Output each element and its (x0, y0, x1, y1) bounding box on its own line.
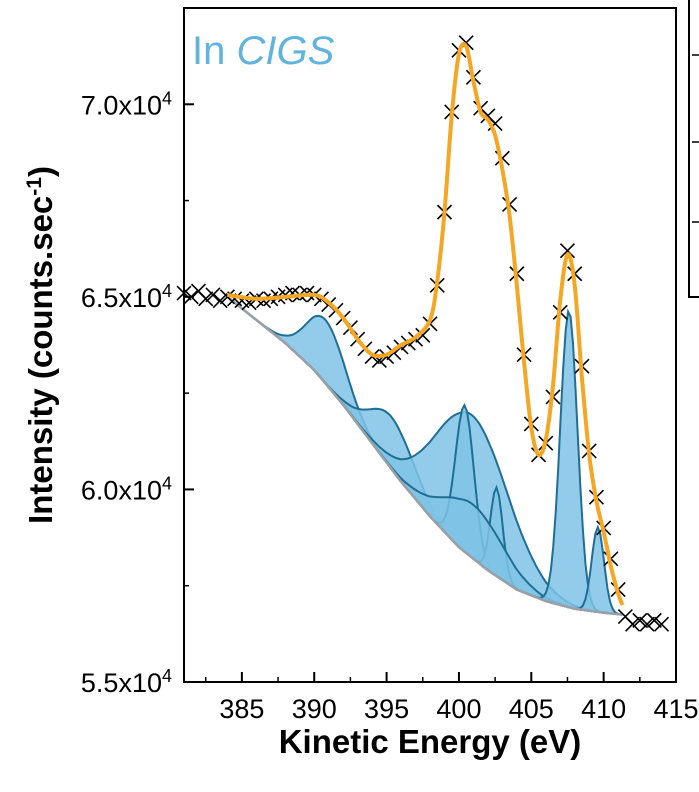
data-point (559, 243, 576, 259)
plot-frame (183, 7, 677, 683)
y-axis-title-close: ) (22, 166, 59, 177)
data-point (653, 616, 670, 632)
panel-label-prefix: In (192, 29, 236, 73)
y-axis-title-sup: -1 (23, 177, 46, 196)
x-axis-title: Kinetic Energy (eV) (279, 723, 582, 760)
background-curve (226, 295, 623, 616)
data-point (625, 616, 641, 632)
x-tick-label: 400 (436, 694, 481, 724)
x-tick-label: 385 (219, 694, 264, 724)
y-tick-label: 6.0x104 (81, 473, 172, 505)
y-axis-title-main: Intensity (counts.sec (22, 196, 59, 524)
fit-envelope (227, 41, 625, 606)
y-tick-label: 7.0x104 (81, 88, 172, 120)
data-point (632, 612, 648, 628)
x-tick-label: 415 (653, 694, 698, 724)
x-tick-label: 390 (292, 694, 337, 724)
data-point (646, 612, 662, 628)
data-point (415, 327, 431, 343)
x-tick-label: 395 (364, 694, 409, 724)
background-line (226, 295, 623, 616)
data-point (639, 616, 655, 632)
data-point (205, 287, 221, 303)
panel-label-italic: CIGS (236, 29, 334, 73)
y-tick-label: 6.5x104 (81, 281, 172, 313)
panel-label: In CIGS (192, 29, 335, 73)
y-axis: 5.5x104 6.0x104 6.5x104 7.0x104 (81, 88, 194, 698)
data-point (198, 291, 214, 307)
x-axis: 385 390 395 400 405 410 415 (204, 672, 699, 724)
data-point (212, 293, 228, 309)
legend-frame-partial (688, 0, 699, 298)
y-axis-title: Intensity (counts.sec-1) (22, 166, 59, 524)
x-tick-label: 405 (509, 694, 554, 724)
x-tick-label: 410 (581, 694, 626, 724)
y-tick-label: 5.5x104 (81, 666, 172, 698)
fit-envelope-curve (227, 41, 625, 606)
